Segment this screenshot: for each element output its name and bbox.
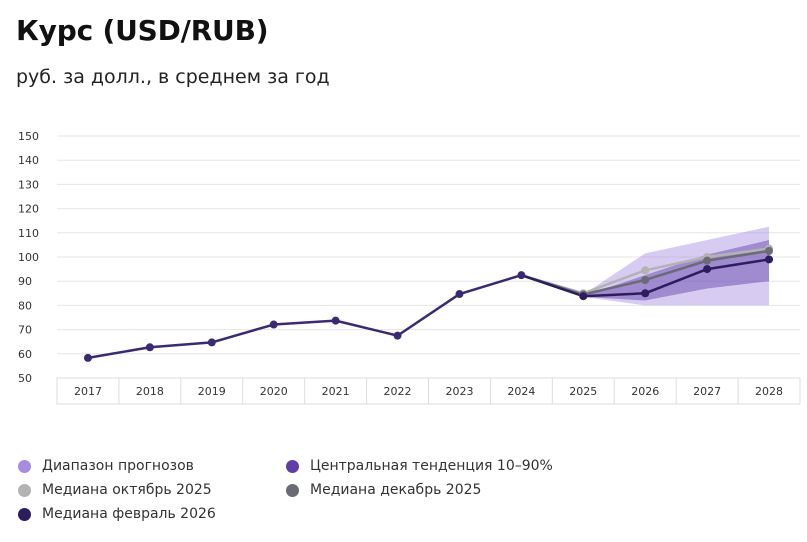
point-median-oct-2025-2026 xyxy=(641,266,650,275)
y-tick-label-150: 150 xyxy=(18,130,39,143)
legend-dot-central xyxy=(286,459,299,473)
point-median-dec-2025-2027 xyxy=(703,256,712,265)
legend-label-central: Центральная тенденция 10–90% xyxy=(310,458,553,474)
y-tick-label-60: 60 xyxy=(18,348,32,361)
legend-item-range[interactable]: Диапазон прогнозов xyxy=(18,458,194,474)
y-tick-label-140: 140 xyxy=(18,154,39,167)
legend-label-median-dec: Медиана декабрь 2025 xyxy=(310,482,482,498)
legend-item-median-dec[interactable]: Медиана декабрь 2025 xyxy=(286,482,481,498)
legend-dot-median-oct xyxy=(18,483,31,497)
point-history-2023 xyxy=(455,290,464,299)
page-title: Курс (USD/RUB) xyxy=(16,14,269,47)
point-history-2021 xyxy=(331,316,340,325)
legend-label-median-feb: Медиана февраль 2026 xyxy=(42,506,216,522)
y-tick-label-80: 80 xyxy=(18,299,32,312)
point-history-2022 xyxy=(393,331,402,340)
y-tick-label-120: 120 xyxy=(18,203,39,216)
point-median-feb-2026-2027 xyxy=(703,265,712,274)
x-tick-label-2028: 2028 xyxy=(755,385,783,398)
y-tick-label-90: 90 xyxy=(18,275,32,288)
x-tick-label-2022: 2022 xyxy=(384,385,412,398)
forecast-range-band xyxy=(521,226,770,306)
usd-rub-chart: 50 60 70 80 90 100 110 120 130 140 150 2017 2018 2019… xyxy=(18,130,801,405)
point-history-2019 xyxy=(207,338,216,347)
point-median-dec-2025-2026 xyxy=(641,275,650,284)
legend-item-median-feb[interactable]: Медиана февраль 2026 xyxy=(18,506,216,522)
x-tick-label-2024: 2024 xyxy=(507,385,535,398)
point-history-2020 xyxy=(269,320,278,329)
x-tick-label-2019: 2019 xyxy=(198,385,226,398)
legend-dot-median-feb xyxy=(18,507,31,521)
y-tick-label-50: 50 xyxy=(18,372,32,385)
x-tick-label-2026: 2026 xyxy=(631,385,659,398)
legend-item-median-oct[interactable]: Медиана октябрь 2025 xyxy=(18,482,212,498)
point-history-2018 xyxy=(145,343,154,352)
point-median-dec-2025-2028 xyxy=(765,246,774,255)
point-history-2024 xyxy=(517,271,526,280)
line-history xyxy=(86,273,523,360)
y-tick-label-70: 70 xyxy=(18,324,32,337)
chart-legend: Диапазон прогнозов Центральная тенденция… xyxy=(18,458,798,538)
point-history-2017 xyxy=(83,353,92,362)
point-median-feb-2026-2025 xyxy=(579,292,588,301)
y-tick-label-110: 110 xyxy=(18,227,39,240)
legend-dot-median-dec xyxy=(286,483,299,497)
legend-item-central[interactable]: Центральная тенденция 10–90% xyxy=(286,458,553,474)
x-tick-label-2023: 2023 xyxy=(445,385,473,398)
legend-label-median-oct: Медиана октябрь 2025 xyxy=(42,482,212,498)
y-tick-label-100: 100 xyxy=(18,251,39,264)
x-tick-label-2027: 2027 xyxy=(693,385,721,398)
x-tick-label-2025: 2025 xyxy=(569,385,597,398)
x-tick-label-2021: 2021 xyxy=(322,385,350,398)
y-tick-label-130: 130 xyxy=(18,178,39,191)
x-tick-label-2020: 2020 xyxy=(260,385,288,398)
point-median-feb-2026-2028 xyxy=(765,255,774,264)
point-median-feb-2026-2026 xyxy=(641,289,650,298)
page-subtitle: руб. за долл., в среднем за год xyxy=(16,66,330,88)
x-tick-label-2018: 2018 xyxy=(136,385,164,398)
legend-label-range: Диапазон прогнозов xyxy=(42,458,194,474)
x-tick-label-2017: 2017 xyxy=(74,385,102,398)
legend-dot-range xyxy=(18,459,31,473)
